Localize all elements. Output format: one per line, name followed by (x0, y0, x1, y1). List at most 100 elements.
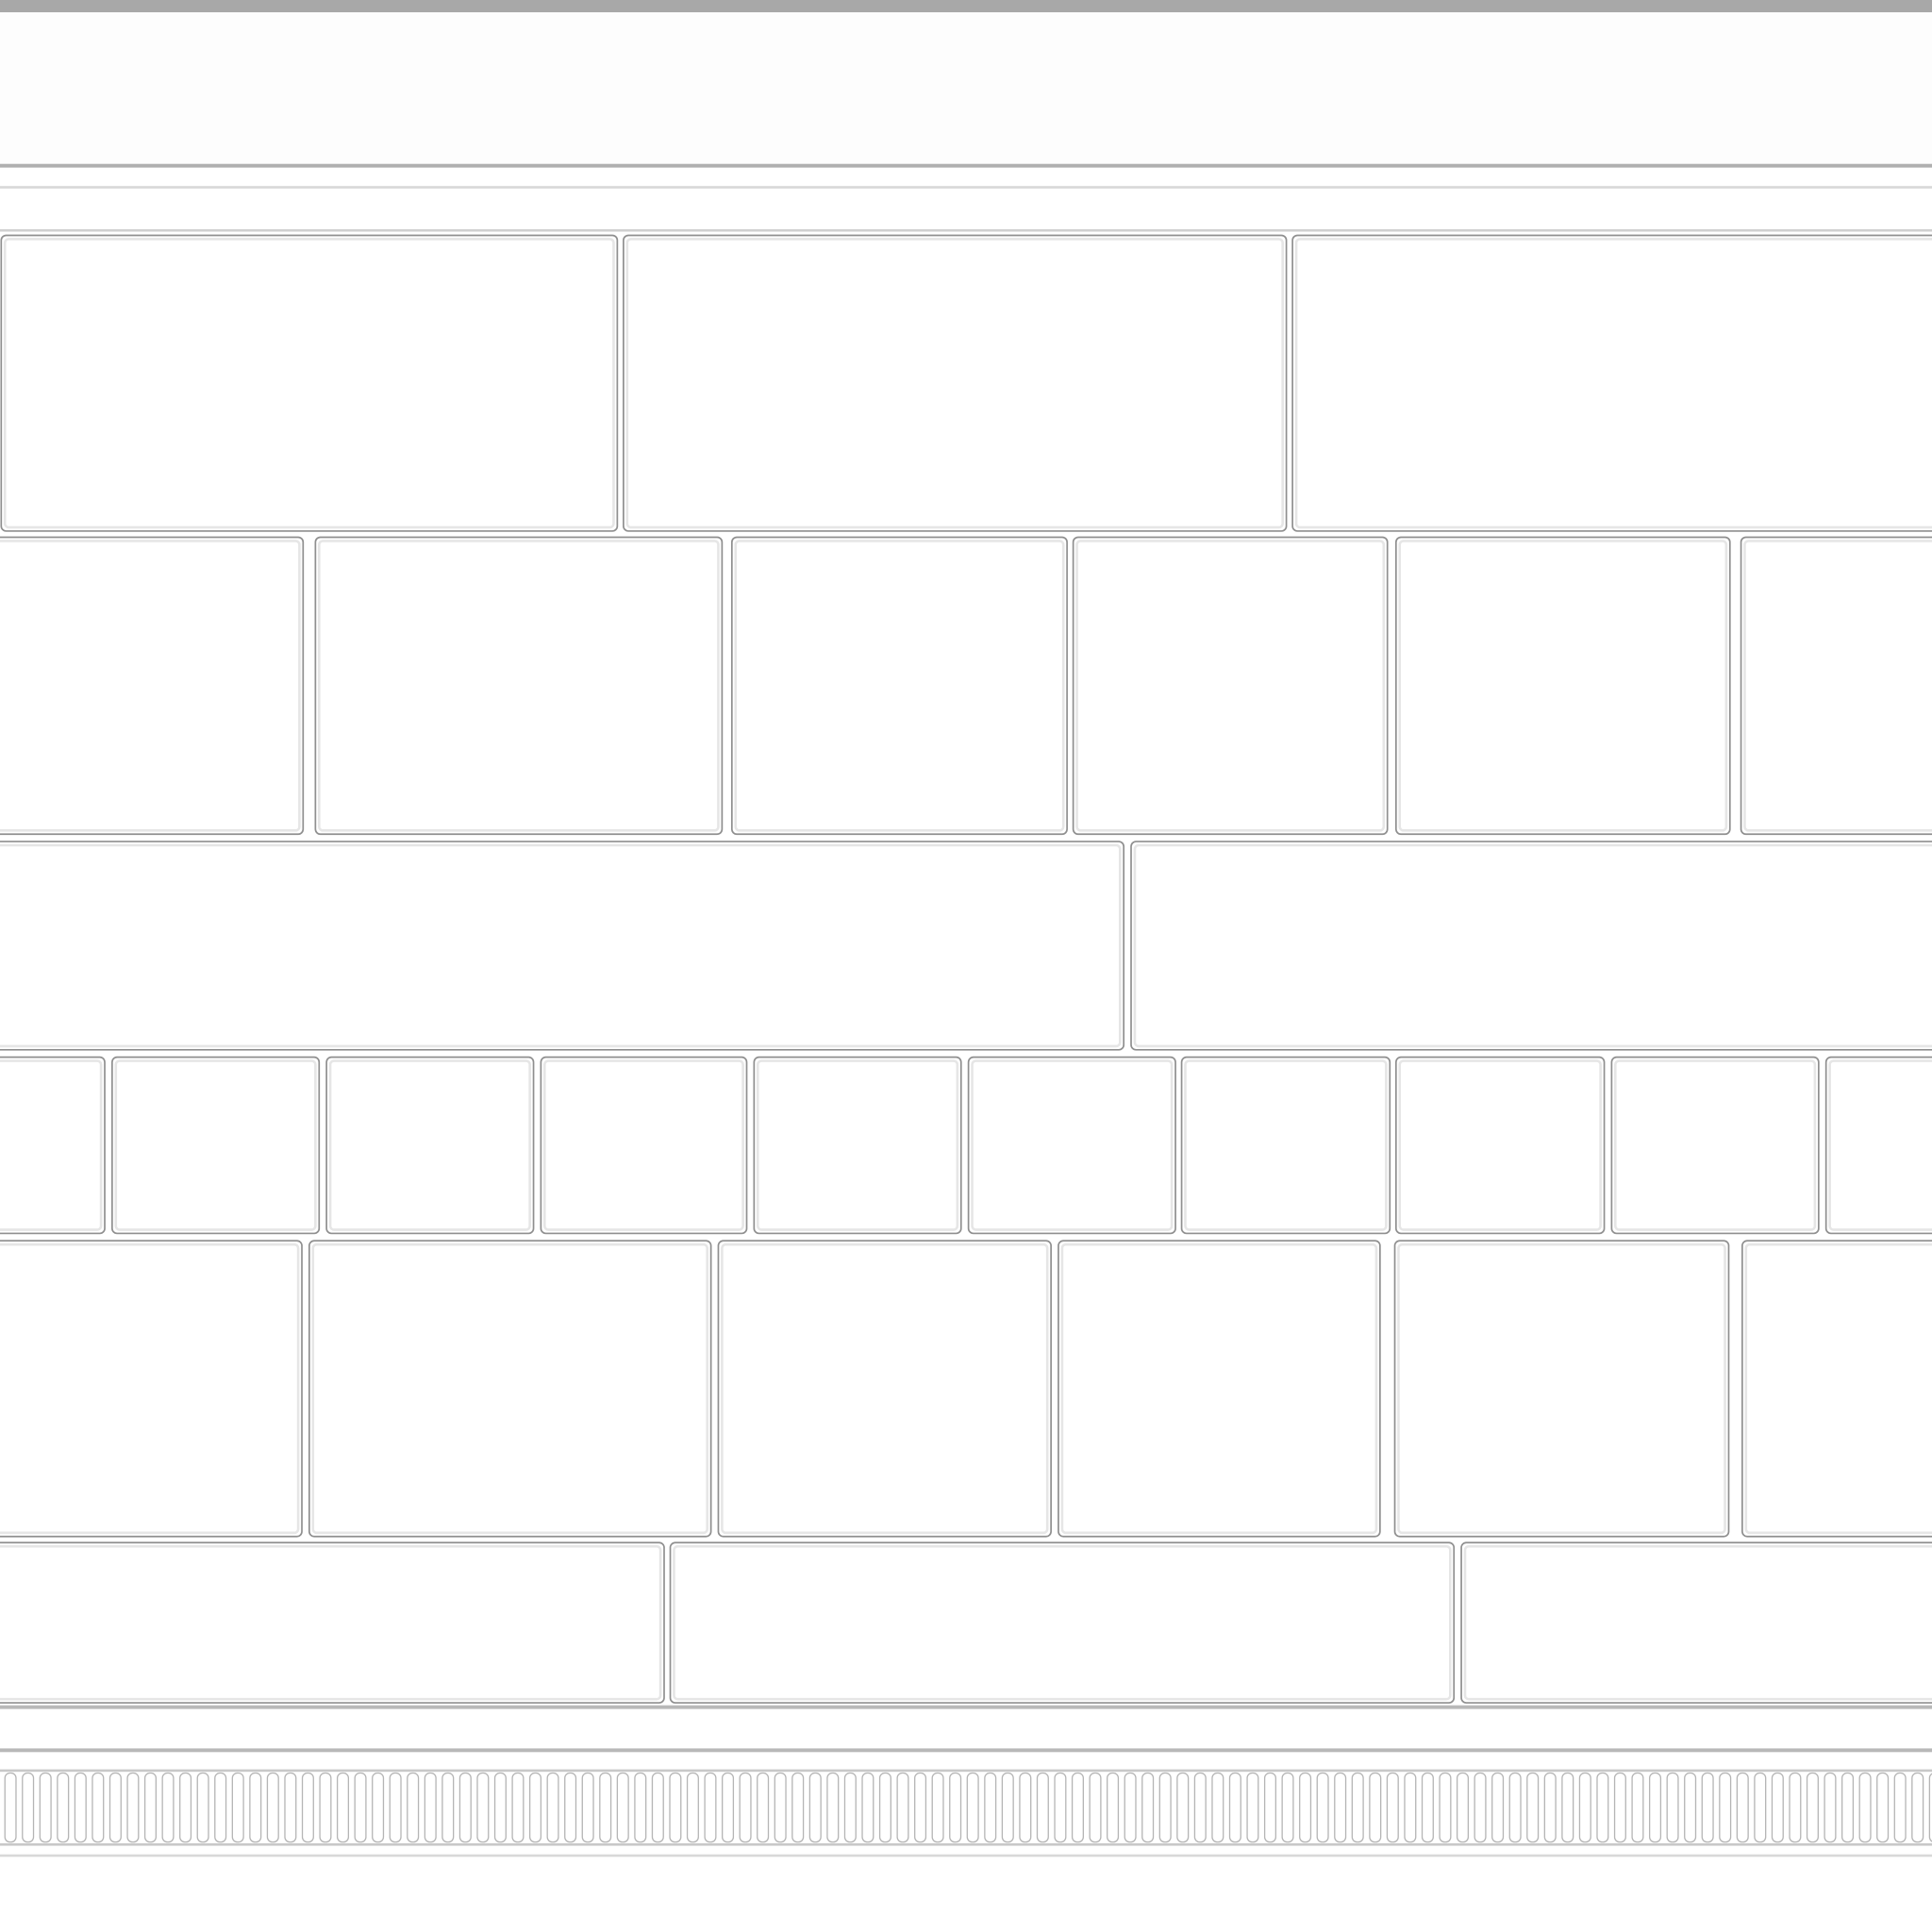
flute (1578, 1772, 1591, 1843)
flute (966, 1772, 979, 1843)
base-bottom-line (0, 1854, 1932, 1857)
flute (931, 1772, 944, 1843)
flute (704, 1772, 717, 1843)
tile-shade (734, 540, 1065, 832)
flute (1526, 1772, 1540, 1843)
tile (1058, 1240, 1381, 1538)
flute (22, 1772, 35, 1843)
tile (314, 536, 724, 836)
flute (1089, 1772, 1102, 1843)
flute (1071, 1772, 1084, 1843)
flute (878, 1772, 891, 1843)
tile (717, 1240, 1052, 1538)
flute (319, 1772, 332, 1843)
tile-shade (311, 1242, 709, 1535)
flute-top (0, 1769, 1932, 1773)
tile (1610, 1056, 1820, 1235)
tile (0, 1240, 303, 1538)
flute (1001, 1772, 1014, 1843)
flute (1299, 1772, 1312, 1843)
flute (599, 1772, 612, 1843)
flute (984, 1772, 997, 1843)
flute (949, 1772, 962, 1843)
flute (721, 1772, 735, 1843)
base-line (0, 1705, 1932, 1709)
tile-shade (721, 1242, 1049, 1535)
tile (623, 234, 1288, 532)
tile-shade (0, 1544, 662, 1701)
tile (1394, 1056, 1606, 1235)
flute (1648, 1772, 1662, 1843)
flute (1911, 1772, 1924, 1843)
flute (774, 1772, 787, 1843)
flute (1263, 1772, 1277, 1843)
flute (1561, 1772, 1574, 1843)
flute (57, 1772, 70, 1843)
tile-shade (114, 1059, 317, 1231)
tile (967, 1056, 1176, 1235)
flute (686, 1772, 699, 1843)
tile (0, 1056, 106, 1235)
flute (1316, 1772, 1329, 1843)
tile-shade (1743, 540, 1932, 832)
flute (1334, 1772, 1347, 1843)
flute (214, 1772, 227, 1843)
flute (1141, 1772, 1155, 1843)
flute (826, 1772, 840, 1843)
flute (301, 1772, 314, 1843)
tile-shade (1398, 1059, 1602, 1231)
flute (266, 1772, 279, 1843)
tile (1741, 1240, 1932, 1538)
flute (1596, 1772, 1609, 1843)
tile (308, 1240, 712, 1538)
flute (739, 1772, 752, 1843)
tile-shade (673, 1544, 1452, 1701)
flute (1824, 1772, 1837, 1843)
flute (284, 1772, 297, 1843)
tile (1460, 1541, 1932, 1704)
tile (325, 1056, 535, 1235)
flute (757, 1772, 770, 1843)
flute (249, 1772, 262, 1843)
tile-shade (971, 1059, 1174, 1231)
flute (1211, 1772, 1224, 1843)
flute (1176, 1772, 1190, 1843)
flute (1666, 1772, 1679, 1843)
tile-shade (1463, 1544, 1932, 1701)
tile (1740, 536, 1932, 836)
flute (196, 1772, 209, 1843)
flute (39, 1772, 52, 1843)
flute (634, 1772, 647, 1843)
flute (92, 1772, 105, 1843)
flute (1508, 1772, 1522, 1843)
tile-shade (756, 1059, 959, 1231)
flute (1719, 1772, 1732, 1843)
flute (126, 1772, 140, 1843)
flute (581, 1772, 594, 1843)
flute (1631, 1772, 1644, 1843)
flute (1404, 1772, 1417, 1843)
flute (424, 1772, 437, 1843)
flute (407, 1772, 420, 1843)
tile-shade (0, 1242, 300, 1535)
tile-shade (1397, 1242, 1726, 1535)
flute (389, 1772, 402, 1843)
flute (1701, 1772, 1714, 1843)
flute (1771, 1772, 1784, 1843)
tile-shade (1133, 843, 1932, 1048)
flute (231, 1772, 244, 1843)
flute (354, 1772, 367, 1843)
flute (1351, 1772, 1364, 1843)
flute (1893, 1772, 1907, 1843)
tile (1072, 536, 1389, 836)
tile-shade (0, 540, 301, 832)
top-band (0, 12, 1932, 167)
flute (1754, 1772, 1767, 1843)
flute (914, 1772, 927, 1843)
tile (1130, 841, 1932, 1051)
flute (4, 1772, 17, 1843)
flute (1421, 1772, 1434, 1843)
tile-shade (542, 1059, 744, 1231)
